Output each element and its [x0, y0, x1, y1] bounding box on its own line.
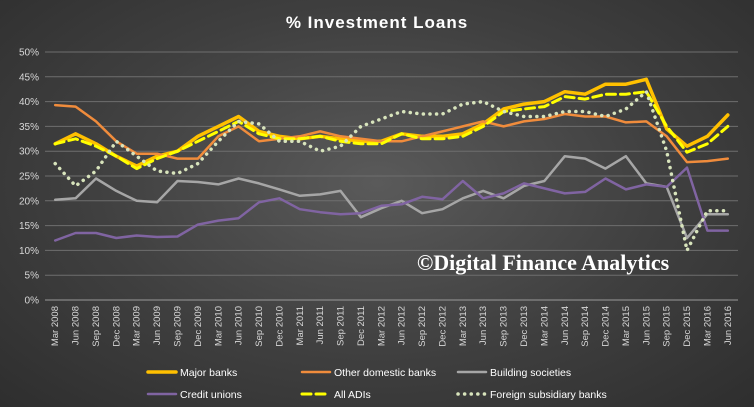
x-tick-label: Dec 2011 — [356, 306, 367, 346]
watermark-text: ©Digital Finance Analytics — [417, 250, 670, 275]
x-tick-label: Dec 2009 — [193, 306, 204, 347]
x-tick-label: Jun 2013 — [478, 306, 489, 345]
x-tick-label: Sep 2008 — [91, 306, 102, 347]
x-tick-label: Sep 2009 — [172, 306, 183, 347]
x-tick-label: Mar 2015 — [621, 306, 632, 346]
x-tick-label: Dec 2014 — [601, 306, 612, 347]
y-axis: 0% 5% 10% 15% 20% 25% 30% 35% 40% 45% 50% — [19, 48, 39, 307]
x-tick-label: Jun 2010 — [234, 306, 245, 345]
x-tick-label: Jun 2012 — [397, 306, 408, 345]
legend-label: Building societies — [490, 367, 571, 379]
grid — [45, 51, 738, 301]
x-tick-label: Mar 2011 — [295, 306, 306, 345]
series-line-major-banks — [53, 77, 730, 168]
y-tick-label: 0% — [25, 296, 40, 307]
x-tick-label: Dec 2015 — [682, 306, 693, 347]
x-tick-label: Mar 2016 — [702, 306, 713, 346]
x-tick-label: Mar 2012 — [376, 306, 387, 346]
series-line-credit-unions — [53, 166, 730, 242]
x-tick-label: Mar 2013 — [458, 306, 469, 346]
y-tick-label: 40% — [19, 97, 39, 108]
x-tick-label: Sep 2014 — [580, 306, 591, 347]
y-tick-label: 30% — [19, 147, 39, 158]
x-tick-label: Dec 2010 — [274, 306, 285, 347]
y-tick-label: 50% — [19, 48, 39, 59]
y-tick-label: 45% — [19, 72, 39, 83]
x-tick-label: Jun 2015 — [641, 306, 652, 345]
x-tick-label: Jun 2009 — [152, 306, 163, 345]
legend-label: Foreign subsidiary banks — [490, 389, 607, 401]
x-axis: Mar 2008 Jun 2008 Sep 2008 Dec 2008 Mar 2009… — [50, 306, 734, 347]
y-tick-label: 5% — [25, 271, 40, 282]
x-tick-label: Jun 2011 — [315, 306, 326, 344]
x-tick-label: Jun 2016 — [723, 306, 734, 345]
y-tick-label: 10% — [19, 246, 39, 257]
x-tick-label: Sep 2012 — [417, 306, 428, 347]
y-tick-label: 35% — [19, 122, 39, 133]
series-line-other-domestic-banks — [53, 103, 730, 164]
series-line-all-adis — [53, 90, 730, 171]
y-tick-label: 20% — [19, 196, 39, 207]
x-tick-label: Mar 2010 — [213, 306, 224, 346]
x-tick-label: Sep 2010 — [254, 306, 265, 347]
x-tick-label: Jun 2008 — [71, 306, 82, 345]
legend-label: Credit unions — [180, 389, 242, 401]
x-tick-label: Mar 2009 — [132, 306, 143, 346]
x-tick-label: Dec 2008 — [111, 306, 122, 347]
x-tick-label: Dec 2012 — [437, 306, 448, 347]
chart-title: % Investment Loans — [286, 13, 468, 32]
y-tick-label: 15% — [19, 221, 39, 232]
legend-label: All ADIs — [334, 389, 371, 401]
x-tick-label: Sep 2015 — [662, 306, 673, 347]
x-tick-label: Dec 2013 — [519, 306, 530, 347]
x-tick-label: Sep 2013 — [499, 306, 510, 347]
x-tick-label: Mar 2008 — [50, 306, 61, 346]
x-tick-label: Sep 2011 — [336, 306, 347, 346]
x-tick-label: Mar 2014 — [539, 306, 550, 346]
legend-label: Major banks — [180, 367, 237, 379]
y-tick-label: 25% — [19, 172, 39, 183]
series-line-foreign-subsidiary-banks — [53, 89, 730, 253]
legend: Major banks Other domestic banks Building … — [146, 367, 607, 401]
x-tick-label: Jun 2014 — [560, 306, 571, 345]
legend-label: Other domestic banks — [334, 367, 436, 379]
series-lines — [53, 77, 730, 253]
